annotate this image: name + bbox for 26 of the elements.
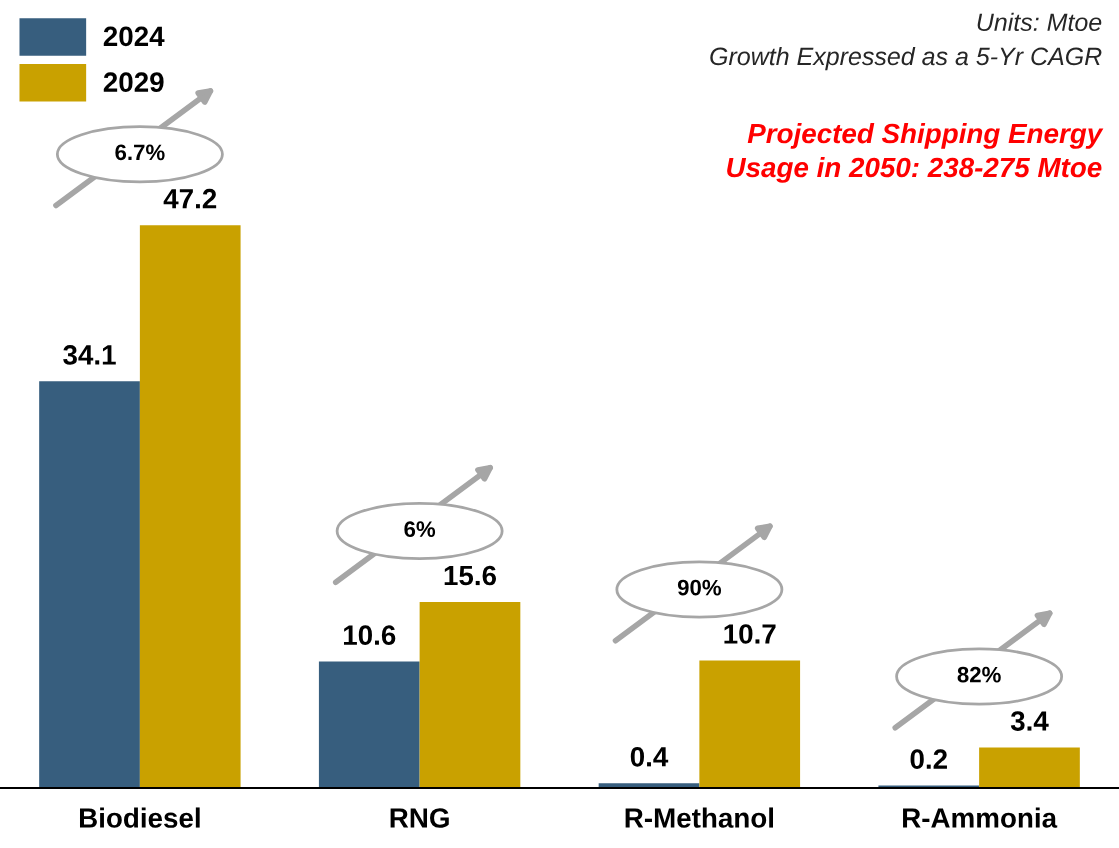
data-label: 10.6	[343, 625, 396, 645]
legend-label: 2029	[103, 72, 164, 93]
annotation: 6%	[404, 521, 436, 538]
x-tick-label: R-Ammonia	[903, 807, 1058, 828]
bar	[419, 601, 521, 788]
data-label: 10.7	[724, 624, 776, 644]
data-label: 47.2	[163, 188, 217, 209]
chart-title: Projected Shipping Energy Usage in 2050: 238-275 Mtoe	[727, 122, 1104, 183]
data-label: 3.4	[1010, 711, 1049, 731]
chart-subtitle: Units: Mtoe Growth Expressed as a 5-Yr CAGR	[710, 12, 1102, 71]
data-label: 34.1	[63, 345, 116, 365]
bar	[39, 381, 140, 788]
x-tick-label: R-Methanol	[625, 807, 774, 828]
annotation: 90%	[677, 579, 722, 596]
x-tick-label: Biodiesel	[79, 807, 200, 828]
bar	[139, 225, 241, 788]
bar	[979, 747, 1080, 788]
legend-label: 2024	[103, 26, 165, 47]
text: 6.7%	[115, 144, 165, 161]
bar	[318, 661, 420, 788]
data-label: 0.2	[910, 749, 947, 770]
data-label: 0.4	[630, 746, 669, 767]
annotation: 82%	[957, 666, 1001, 683]
data-label: 15.6	[444, 565, 497, 586]
bar	[699, 660, 801, 788]
x-tick-label: RNG	[390, 808, 449, 828]
